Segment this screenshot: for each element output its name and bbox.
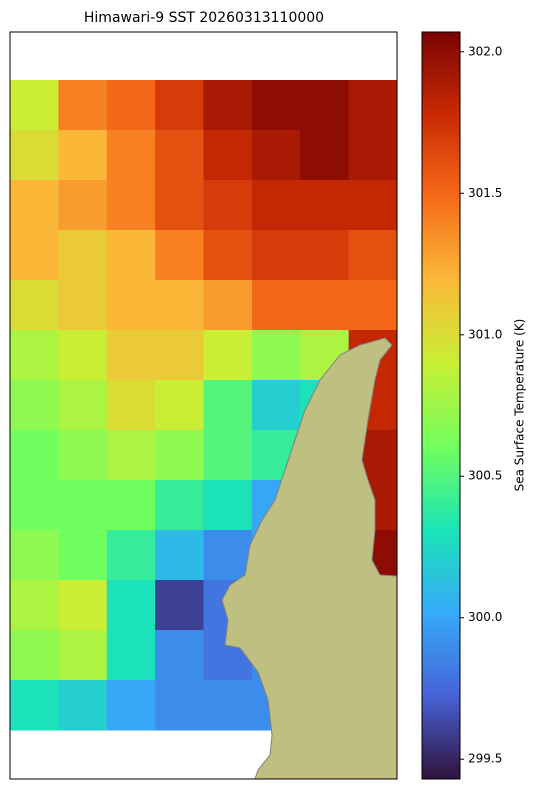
sst-cell [106,680,156,731]
sst-cell [155,180,204,231]
colorbar-tick-label: 300.5 [468,469,502,483]
colorbar-tick-label: 302.0 [468,44,502,58]
sst-cell [58,530,108,581]
colorbar-ticks: 299.5 300.0 300.5 301.0 301.5 302.0 [460,44,502,766]
sst-cell [58,480,108,531]
sst-cell [300,280,350,331]
sst-cell [10,180,59,231]
sst-cell [203,330,253,381]
sst-cell [10,330,59,381]
sst-cell [203,430,253,481]
sst-cell [155,480,204,531]
sst-cell [155,280,204,331]
sst-cell [300,180,350,231]
sst-cell [203,130,253,181]
sst-cell [58,230,108,281]
sst-cell [348,230,397,281]
sst-cell [203,280,253,331]
sst-cell [106,430,156,481]
sst-cell [106,330,156,381]
sst-cell [10,380,59,431]
sst-cell [203,380,253,431]
sst-cell [10,580,59,631]
colorbar-label: Sea Surface Temperature (K) [513,319,527,492]
sst-cell [251,280,301,331]
sst-cell [58,380,108,431]
sst-cell [58,280,108,331]
sst-cell [106,480,156,531]
sst-cell [155,330,204,381]
sst-cell [106,280,156,331]
sst-cell [203,530,253,581]
sst-cell [10,280,59,331]
sst-cell [58,430,108,481]
sst-cell [348,80,397,131]
sst-cell [106,180,156,231]
sst-cell [106,630,156,681]
colorbar-tick-label: 301.5 [468,186,502,200]
sst-cell [10,530,59,581]
sst-cell [58,80,108,131]
sst-cell [58,580,108,631]
sst-cell [155,230,204,281]
sst-cell [348,130,397,181]
sst-cell [58,180,108,231]
sst-cell [58,680,108,731]
sst-cell [251,380,301,431]
sst-cell [203,180,253,231]
sst-cell [155,630,204,681]
sst-cell [58,630,108,681]
sst-cell [10,680,59,731]
sst-cell [203,80,253,131]
sst-cell [155,680,204,731]
sst-cell [10,480,59,531]
land [221,337,397,779]
sst-cell [10,80,59,131]
sst-cell [106,230,156,281]
sst-cell [10,230,59,281]
sst-cell [106,130,156,181]
sst-cell [155,530,204,581]
sst-cell [155,380,204,431]
sst-cell [348,180,397,231]
map-frame [9,31,398,780]
map-title: Himawari-9 SST 20260313110000 [84,10,324,26]
sst-cell [155,80,204,131]
colorbar-tick-label: 299.5 [468,752,502,766]
sst-cell [155,130,204,181]
sst-cell [155,430,204,481]
sst-cell [251,330,301,381]
sst-cell [300,80,350,131]
colorbar [421,31,461,780]
sst-cell [300,230,350,281]
sst-cell [251,130,301,181]
sst-cell [106,380,156,431]
sst-cell [251,230,301,281]
sst-cell [203,680,253,731]
sst-cell [58,330,108,381]
sst-cell [10,430,59,481]
sst-cell [106,580,156,631]
sst-cell [10,130,59,181]
sst-cell [106,80,156,131]
sst-cell [348,280,397,331]
sst-cell [300,130,350,181]
colorbar-tick-label: 301.0 [468,327,502,341]
sst-cell [203,480,253,531]
sst-cell [251,80,301,131]
sst-cell [251,180,301,231]
sst-cell [58,130,108,181]
sst-cell [10,630,59,681]
sst-cell [155,580,204,631]
sst-cell [203,230,253,281]
colorbar-tick-label: 300.0 [468,610,502,624]
sst-cell [106,530,156,581]
